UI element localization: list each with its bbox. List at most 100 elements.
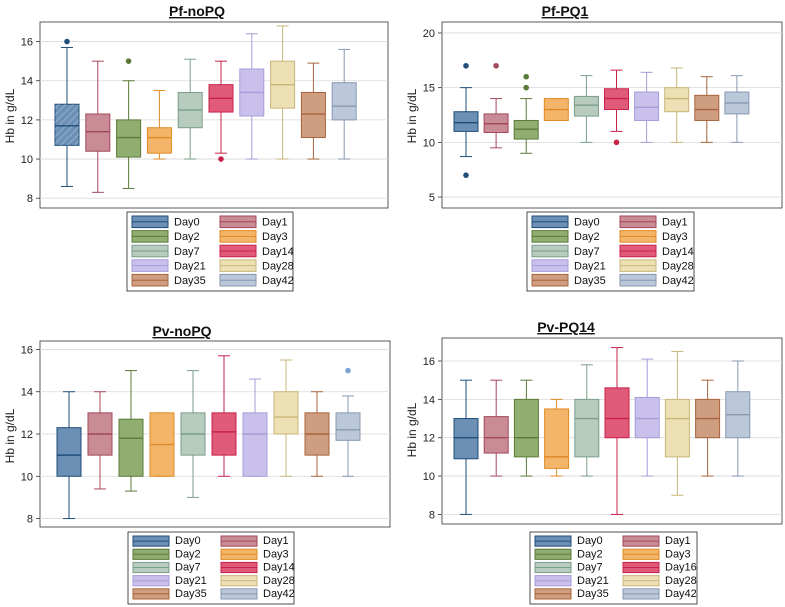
box-Day14 bbox=[208, 60, 234, 162]
legend-label: Day2 bbox=[577, 548, 603, 560]
legend-item-Day21: Day21 bbox=[531, 259, 606, 272]
legend-label: Day3 bbox=[263, 548, 289, 560]
legend-item-Day7: Day7 bbox=[132, 562, 201, 574]
y-axis-label: Hb in g/dL bbox=[3, 88, 17, 143]
box-Day0 bbox=[453, 62, 479, 178]
box-Day42 bbox=[725, 360, 751, 477]
box-Day28 bbox=[664, 67, 690, 143]
y-tick-label: 14 bbox=[21, 76, 33, 88]
box-Day0 bbox=[54, 38, 80, 187]
box-Day2 bbox=[513, 379, 539, 477]
box-body bbox=[634, 91, 660, 121]
y-tick-label: 16 bbox=[21, 344, 33, 356]
legend-label: Day2 bbox=[574, 231, 600, 243]
outlier-point bbox=[613, 139, 620, 146]
legend-label: Day14 bbox=[662, 246, 694, 258]
box-body bbox=[85, 113, 111, 152]
box-body bbox=[146, 127, 172, 154]
legend-item-Day28: Day28 bbox=[219, 259, 294, 272]
legend-label: Day35 bbox=[175, 588, 207, 600]
legend: Day0 Day1 Day2 Day3 Day7 Day14 Day21 Day28 Day35… bbox=[127, 531, 295, 605]
legend-label: Day0 bbox=[577, 535, 603, 547]
y-axis-label: Hb in g/dL bbox=[405, 402, 419, 457]
y-tick-label: 14 bbox=[21, 387, 33, 399]
legend: Day0 Day1 Day2 Day3 Day7 Day16 Day21 Day28 Day35… bbox=[529, 531, 698, 605]
legend-label: Day35 bbox=[174, 275, 206, 287]
y-tick-label: 16 bbox=[21, 37, 33, 49]
box-Day1 bbox=[483, 379, 509, 477]
box-Day2 bbox=[118, 370, 144, 492]
legend-item-Day0: Day0 bbox=[534, 535, 603, 547]
legend-label: Day2 bbox=[175, 548, 201, 560]
legend-label: Day21 bbox=[175, 575, 207, 587]
legend-label: Day0 bbox=[174, 217, 200, 229]
legend-item-Day42: Day42 bbox=[220, 588, 295, 600]
legend-item-Day35: Day35 bbox=[534, 588, 609, 600]
box-body bbox=[634, 396, 660, 439]
legend-item-Day21: Day21 bbox=[132, 575, 207, 587]
box-body bbox=[604, 387, 630, 439]
legend-label: Day16 bbox=[665, 562, 697, 574]
legend-item-Day7: Day7 bbox=[531, 244, 600, 258]
box-body bbox=[211, 412, 237, 456]
box-Day21 bbox=[634, 358, 660, 477]
outlier-point bbox=[125, 58, 132, 64]
legend-label: Day3 bbox=[665, 548, 691, 560]
legend-item-Day35: Day35 bbox=[131, 273, 206, 287]
box-Day3 bbox=[149, 412, 175, 477]
box-Day16 bbox=[604, 347, 630, 515]
legend-item-Day7: Day7 bbox=[131, 244, 200, 258]
legend-item-Day2: Day2 bbox=[531, 230, 600, 243]
box-body bbox=[331, 82, 357, 121]
chart-title: Pv-PQ14 bbox=[537, 319, 595, 335]
y-tick-label: 10 bbox=[423, 137, 435, 149]
legend-item-Day1: Day1 bbox=[619, 215, 688, 229]
y-tick-label: 8 bbox=[27, 193, 33, 205]
box-Day21 bbox=[242, 378, 268, 477]
legend-item-Day21: Day21 bbox=[131, 259, 206, 272]
box-body bbox=[242, 412, 268, 477]
box-Day21 bbox=[634, 71, 660, 143]
legend-label: Day7 bbox=[577, 562, 603, 574]
box-body bbox=[483, 416, 509, 454]
y-axis-label: Hb in g/dL bbox=[3, 408, 17, 463]
box-body bbox=[453, 111, 479, 132]
y-tick-label: 14 bbox=[423, 394, 435, 406]
box-Day28 bbox=[270, 25, 296, 160]
box-Day7 bbox=[180, 370, 206, 498]
legend-label: Day1 bbox=[665, 535, 691, 547]
box-body bbox=[574, 398, 600, 458]
box-Day14 bbox=[211, 355, 237, 477]
box-Day21 bbox=[239, 33, 265, 160]
box-body bbox=[694, 94, 720, 121]
y-tick-label: 20 bbox=[423, 28, 435, 40]
box-body bbox=[300, 91, 326, 139]
legend-item-Day2: Day2 bbox=[132, 548, 201, 560]
box-Day28 bbox=[273, 359, 299, 477]
legend-item-Day1: Day1 bbox=[219, 215, 288, 229]
legend-label: Day28 bbox=[262, 260, 294, 272]
outlier-point bbox=[64, 38, 70, 45]
legend-item-Day7: Day7 bbox=[534, 562, 603, 574]
legend-item-Day28: Day28 bbox=[619, 259, 694, 272]
legend-label: Day21 bbox=[574, 260, 606, 272]
y-tick-label: 16 bbox=[423, 356, 435, 368]
chart-title: Pv-noPQ bbox=[152, 323, 211, 339]
legend-label: Day42 bbox=[262, 275, 294, 287]
legend-item-Day42: Day42 bbox=[622, 588, 697, 600]
box-body bbox=[273, 391, 299, 435]
box-body bbox=[453, 418, 479, 460]
box-Day35 bbox=[300, 62, 326, 160]
legend-label: Day28 bbox=[662, 260, 694, 272]
legend-label: Day3 bbox=[262, 231, 288, 243]
legend-item-Day2: Day2 bbox=[534, 548, 603, 560]
y-tick-label: 10 bbox=[21, 471, 33, 483]
box-Day1 bbox=[483, 62, 509, 149]
legend-item-Day0: Day0 bbox=[131, 215, 200, 229]
outlier-point bbox=[463, 62, 469, 69]
box-Day35 bbox=[694, 76, 720, 143]
legend-label: Day7 bbox=[174, 246, 200, 258]
